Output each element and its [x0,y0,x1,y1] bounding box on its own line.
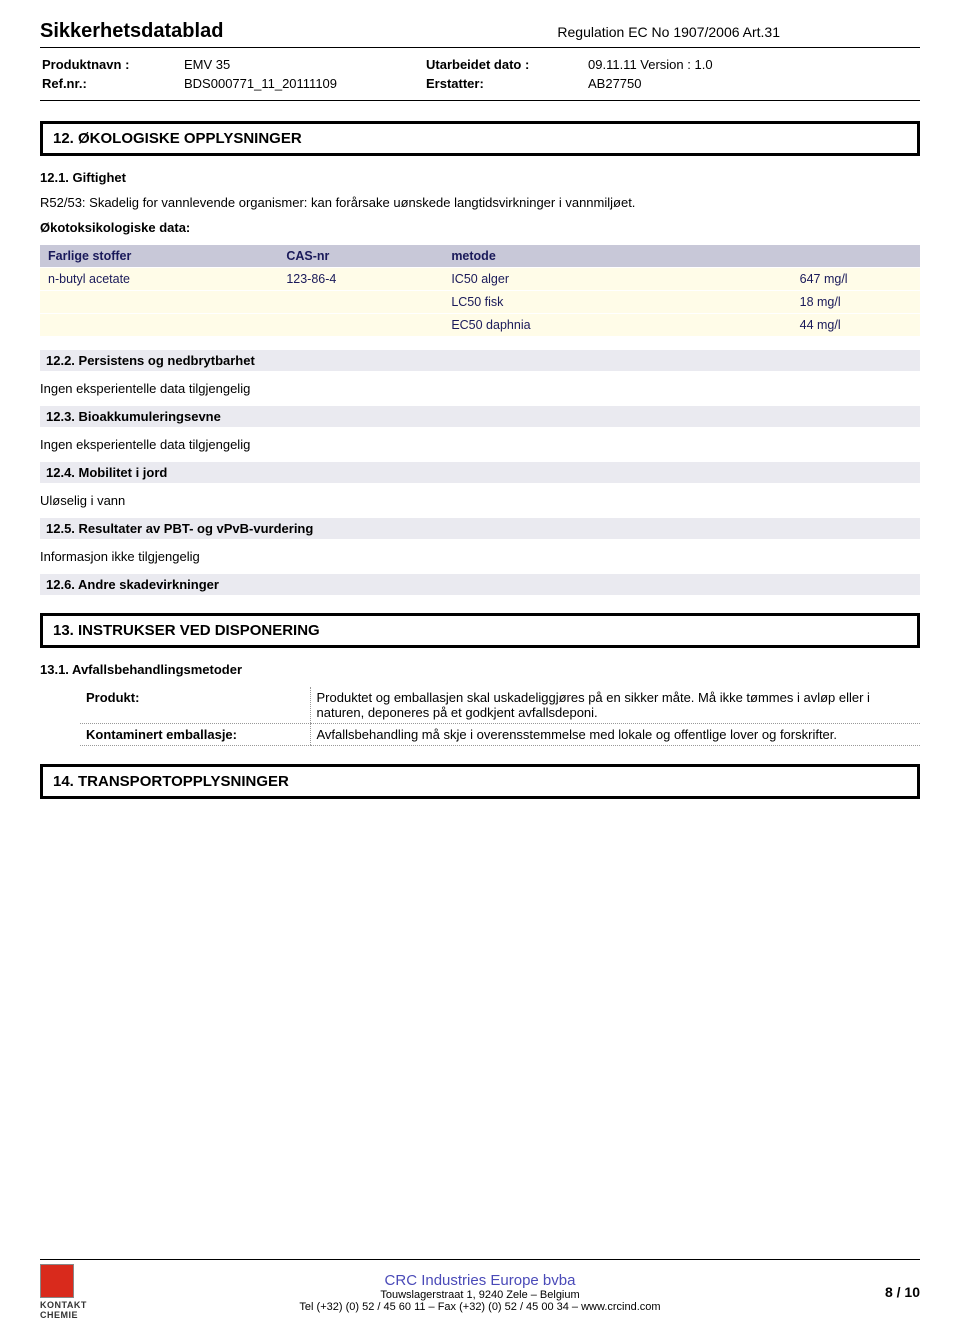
eco-data-label: Økotoksikologiske data: [40,220,920,235]
table-row: EC50 daphnia 44 mg/l [40,314,920,337]
eco-th-1: CAS-nr [278,245,443,268]
heading-12-6: 12.6. Andre skadevirkninger [40,574,920,595]
eco-cell: n-butyl acetate [40,268,278,291]
eco-cell: 18 mg/l [792,291,920,314]
footer-company: CRC Industries Europe bvba [130,1272,830,1289]
heading-12-3: 12.3. Bioakkumuleringsevne [40,406,920,427]
table-row: Produkt: Produktet og emballasjen skal u… [80,687,920,724]
text-12-4: Uløselig i vann [40,493,920,508]
text-12-5: Informasjon ikke tilgjengelig [40,549,920,564]
eco-th-3 [792,245,920,268]
text-12-1: R52/53: Skadelig for vannlevende organis… [40,195,920,210]
eco-cell: IC50 alger [443,268,791,291]
page-number: 8 / 10 [830,1284,920,1300]
eco-cell: EC50 daphnia [443,314,791,337]
page-footer: KONTAKT CHEMIE CRC Industries Europe bvb… [0,1259,960,1320]
table-row: n-butyl acetate 123-86-4 IC50 alger 647 … [40,268,920,291]
waste-value: Produktet og emballasjen skal uskadeligg… [310,687,920,724]
eco-cell: LC50 fisk [443,291,791,314]
ref-label: Ref.nr.: [42,75,182,92]
footer-logo: KONTAKT CHEMIE [40,1264,130,1320]
eco-th-0: Farlige stoffer [40,245,278,268]
eco-cell: 44 mg/l [792,314,920,337]
waste-label: Kontaminert emballasje: [80,724,310,746]
regulation-text: Regulation EC No 1907/2006 Art.31 [557,24,780,40]
divider [40,47,920,48]
divider [40,1259,920,1260]
replaces-label: Erstatter: [426,75,586,92]
eco-th-2: metode [443,245,791,268]
text-12-2: Ingen eksperientelle data tilgjengelig [40,381,920,396]
logo-text-1: KONTAKT [40,1300,130,1310]
ecotox-table: Farlige stoffer CAS-nr metode n-butyl ac… [40,245,920,336]
divider [40,100,920,101]
eco-cell [278,314,443,337]
waste-table: Produkt: Produktet og emballasjen skal u… [80,687,920,746]
footer-contact: Tel (+32) (0) 52 / 45 60 11 – Fax (+32) … [130,1301,830,1313]
table-row: Kontaminert emballasje: Avfallsbehandlin… [80,724,920,746]
ref-value: BDS000771_11_20111109 [184,75,424,92]
product-label: Produktnavn : [42,56,182,73]
table-row: LC50 fisk 18 mg/l [40,291,920,314]
product-value: EMV 35 [184,56,424,73]
logo-square-icon [40,1264,74,1298]
eco-cell: 647 mg/l [792,268,920,291]
document-title: Sikkerhetsdatablad [40,20,223,43]
heading-12-1: 12.1. Giftighet [40,170,920,185]
replaces-value: AB27750 [588,75,918,92]
section-12-banner: 12. ØKOLOGISKE OPPLYSNINGER [40,121,920,156]
eco-cell [40,291,278,314]
eco-cell [278,291,443,314]
eco-cell: 123-86-4 [278,268,443,291]
text-12-3: Ingen eksperientelle data tilgjengelig [40,437,920,452]
header-meta-table: Produktnavn : EMV 35 Utarbeidet dato : 0… [40,54,920,94]
waste-value: Avfallsbehandling må skje i overensstemm… [310,724,920,746]
logo-text-2: CHEMIE [40,1310,130,1320]
date-label: Utarbeidet dato : [426,56,586,73]
section-14-banner: 14. TRANSPORTOPPLYSNINGER [40,764,920,799]
waste-label: Produkt: [80,687,310,724]
section-13-banner: 13. INSTRUKSER VED DISPONERING [40,613,920,648]
date-value: 09.11.11 Version : 1.0 [588,56,918,73]
footer-address: Touwslagerstraat 1, 9240 Zele – Belgium [130,1289,830,1301]
heading-12-4: 12.4. Mobilitet i jord [40,462,920,483]
heading-13-1: 13.1. Avfallsbehandlingsmetoder [40,662,920,677]
heading-12-2: 12.2. Persistens og nedbrytbarhet [40,350,920,371]
heading-12-5: 12.5. Resultater av PBT- og vPvB-vurderi… [40,518,920,539]
eco-cell [40,314,278,337]
